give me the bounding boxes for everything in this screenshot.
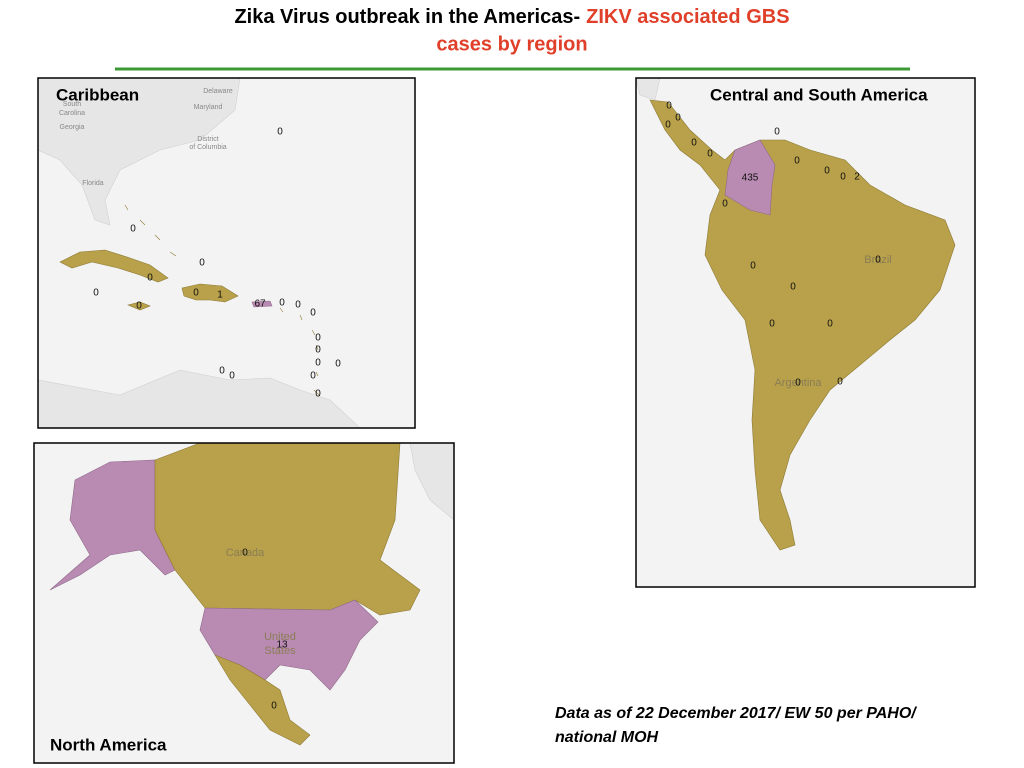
mexico-edge [636,78,661,101]
cuba [59,249,169,283]
place-label: South [63,101,81,108]
footnote-line: Data as of 22 December 2017/ EW 50 per P… [555,705,917,722]
case-count: 0 [147,273,153,284]
panel-label: Central and South America [710,85,928,104]
case-count: 0 [707,149,713,160]
place-label: Georgia [60,124,85,131]
case-count: 435 [742,173,759,184]
case-count: 0 [93,288,99,299]
case-count: 0 [315,345,321,356]
south-america [649,99,956,551]
small-islands [124,204,321,397]
north-america-map: Canada United States [34,443,454,763]
panel-label: North America [50,735,167,754]
case-count: 0 [769,319,775,330]
south-america-coast [38,369,361,428]
place-label: of Columbia [189,144,226,151]
puerto-rico [251,300,273,308]
case-count: 0 [722,199,728,210]
case-count: 0 [229,371,235,382]
place-label: Brazil [864,254,892,266]
case-count: 0 [827,319,833,330]
case-count: 0 [315,333,321,344]
place-label: United [264,631,296,643]
place-label: States [264,645,296,657]
mexico [214,654,311,746]
case-count: 13 [276,640,288,651]
title-line-2: cases by region [436,33,587,55]
case-count: 1 [217,290,223,301]
place-label: Delaware [203,88,233,95]
case-count: 0 [666,101,672,112]
case-count: 0 [315,358,321,369]
caribbean-map: Delaware Maryland District of Columbia S… [38,78,415,428]
place-label: Florida [82,180,104,187]
title-line-1: Zika Virus outbreak in the Americas- ZIKV… [234,6,789,28]
case-count: 0 [750,261,756,272]
case-count: 0 [691,138,697,149]
title-black: Zika Virus outbreak in the Americas- [234,6,580,28]
case-count: 0 [774,127,780,138]
greenland [409,443,454,521]
hispaniola [181,283,239,303]
panel-frame [635,77,976,588]
place-label: District [197,136,218,143]
case-count: 2 [854,172,860,183]
colombia [724,139,776,216]
case-count: 0 [219,366,225,377]
case-count: 67 [254,299,266,310]
case-count: 0 [310,371,316,382]
canada [154,443,421,616]
us-east-coast [38,78,241,226]
place-label: Carolina [59,110,85,117]
jamaica [127,301,151,311]
case-count: 0 [824,166,830,177]
case-count: 0 [279,298,285,309]
case-count: 0 [242,548,248,559]
case-count: 0 [665,120,671,131]
case-count: 0 [794,156,800,167]
panel-frame [37,77,416,429]
case-count: 0 [790,282,796,293]
case-count: 0 [875,255,881,266]
case-count: 0 [840,172,846,183]
case-count: 0 [130,224,136,235]
footnote-line: national MOH [555,729,659,746]
title-red: ZIKV associated GBS [586,6,789,28]
case-count: 0 [837,377,843,388]
place-label: Canada [226,547,265,559]
case-count: 0 [795,378,801,389]
case-count: 0 [675,113,681,124]
case-count: 0 [271,701,277,712]
case-count: 0 [295,300,301,311]
central-south-map: Brazil Argentina [636,78,975,587]
case-count: 0 [315,389,321,400]
case-count: 0 [199,258,205,269]
panel-frame [33,442,455,764]
case-count: 0 [335,359,341,370]
case-count: 0 [193,288,199,299]
place-label: Argentina [774,377,822,389]
case-count: 0 [136,301,142,312]
case-count: 0 [310,308,316,319]
place-label: Maryland [194,104,223,111]
case-count: 0 [277,127,283,138]
panel-label: Caribbean [56,85,139,104]
